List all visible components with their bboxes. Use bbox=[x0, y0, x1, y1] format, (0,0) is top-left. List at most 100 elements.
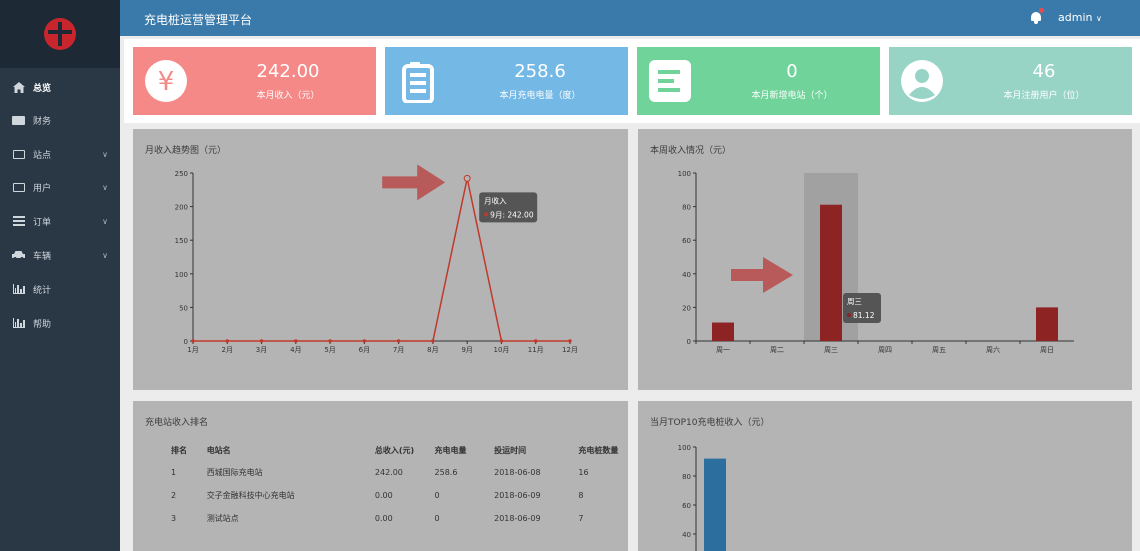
x-tick-label: 周三 bbox=[824, 346, 838, 354]
x-tick-label: 周五 bbox=[932, 346, 946, 354]
sidebar-item-label: 站点 bbox=[33, 150, 52, 161]
data-point bbox=[294, 339, 298, 343]
sidebar-item-statistics[interactable]: 统计 bbox=[0, 274, 120, 304]
monthly-revenue-panel: 月收入趋势图（元） 0 50 100 150 200 250 1月 2月 3月 4月 5月 6月 7月 8… bbox=[133, 129, 628, 390]
x-tick-label: 9月 bbox=[461, 346, 472, 354]
user-menu[interactable]: admin ∨ bbox=[1058, 11, 1102, 24]
yen-glyph: ¥ bbox=[158, 67, 175, 97]
sidebar-item-overview[interactable]: 总览 bbox=[0, 72, 120, 102]
chevron-down-icon: ∨ bbox=[102, 216, 108, 226]
annotation-arrow-icon bbox=[382, 164, 446, 201]
table-cell: 7 bbox=[578, 514, 584, 523]
chevron-down-icon: ∨ bbox=[1095, 14, 1102, 23]
x-tick-label: 周四 bbox=[878, 346, 892, 354]
x-tick-label: 4月 bbox=[290, 346, 301, 354]
y-tick-label: 40 bbox=[682, 271, 691, 279]
y-tick-label: 20 bbox=[682, 304, 691, 312]
x-tick-label: 10月 bbox=[493, 346, 509, 354]
table-cell: 西城国际充电站 bbox=[206, 468, 263, 477]
y-tick-label: 0 bbox=[687, 338, 691, 346]
y-tick-label: 50 bbox=[179, 304, 188, 312]
table-cell: 258.6 bbox=[434, 468, 458, 477]
tooltip-title: 周三 bbox=[847, 297, 862, 306]
stat-card-new-users[interactable]: 46 本月注册用户（位） bbox=[889, 47, 1132, 115]
bar-chart-icon bbox=[12, 318, 25, 328]
stat-card-revenue[interactable]: ¥ 242.00 本月收入（元） bbox=[133, 47, 376, 115]
document-icon bbox=[649, 60, 691, 102]
stat-card-new-stations[interactable]: 0 本月新增电站（个） bbox=[637, 47, 880, 115]
sidebar-item-vehicles[interactable]: 车辆 ∨ bbox=[0, 240, 120, 270]
tooltip-box bbox=[479, 192, 538, 223]
sidebar-item-stations[interactable]: 站点 ∨ bbox=[0, 139, 120, 169]
car-icon bbox=[12, 250, 25, 260]
yen-icon: ¥ bbox=[145, 60, 187, 102]
y-tick-label: 100 bbox=[175, 271, 188, 279]
tooltip-title: 月收入 bbox=[484, 195, 507, 205]
table-cell: 0.00 bbox=[374, 514, 393, 523]
table-cell: 16 bbox=[578, 468, 589, 477]
data-point bbox=[225, 339, 229, 343]
sidebar-item-label: 财务 bbox=[33, 116, 52, 127]
stat-cards: ¥ 242.00 本月收入（元） 258.6 本月充电电量（度） 0 本月新增电… bbox=[124, 39, 1140, 123]
chevron-down-icon: ∨ bbox=[102, 250, 108, 260]
y-tick-label: 200 bbox=[175, 204, 188, 212]
y-tick-label: 100 bbox=[678, 170, 691, 178]
sidebar-item-help[interactable]: 帮助 bbox=[0, 308, 120, 338]
sidebar-item-label: 统计 bbox=[33, 285, 52, 296]
tooltip-marker bbox=[847, 313, 851, 317]
id-card-icon bbox=[12, 182, 25, 192]
table-row: 3 测试站点 0.00 0 2018-06-09 7 bbox=[171, 507, 628, 530]
battery-icon bbox=[402, 62, 434, 103]
top10-charger-chart: 40 60 80 100 bbox=[678, 444, 726, 551]
data-point bbox=[191, 339, 195, 343]
stat-card-energy[interactable]: 258.6 本月充电电量（度） bbox=[385, 47, 628, 115]
table-cell: 1 bbox=[171, 468, 177, 477]
tooltip-box bbox=[843, 293, 881, 323]
table-cell: 交子金融科技中心充电站 bbox=[206, 491, 295, 500]
list-icon bbox=[12, 216, 25, 226]
sidebar-item-users[interactable]: 用户 ∨ bbox=[0, 172, 120, 202]
stat-value: 46 bbox=[1032, 61, 1056, 82]
tooltip-marker bbox=[484, 212, 489, 217]
sidebar-item-finance[interactable]: 财务 bbox=[0, 105, 120, 135]
bell-icon[interactable] bbox=[1030, 8, 1044, 24]
x-tick-label: 周二 bbox=[770, 346, 784, 354]
home-icon bbox=[12, 81, 25, 93]
bar-chart-icon bbox=[12, 284, 25, 294]
data-point bbox=[568, 339, 572, 343]
x-tick-label: 5月 bbox=[324, 346, 335, 354]
table-cell: 8 bbox=[578, 491, 584, 500]
table-cell: 测试站点 bbox=[206, 514, 239, 523]
column-header: 排名 bbox=[171, 445, 187, 455]
table-cell: 2018-06-08 bbox=[494, 468, 541, 477]
column-header: 电站名 bbox=[206, 445, 231, 455]
stat-label: 本月注册用户（位） bbox=[1003, 91, 1085, 101]
x-tick-label: 7月 bbox=[393, 346, 404, 354]
column-header: 充电桩数量 bbox=[578, 445, 619, 455]
table-cell: 0.00 bbox=[374, 491, 393, 500]
x-tick-label: 6月 bbox=[359, 346, 370, 354]
column-header: 投运时间 bbox=[494, 445, 527, 455]
chevron-down-icon: ∨ bbox=[102, 182, 108, 192]
data-point bbox=[328, 339, 332, 343]
visa-card-icon bbox=[12, 115, 25, 125]
x-tick-label: 11月 bbox=[528, 346, 544, 354]
y-tick-label: 80 bbox=[682, 473, 691, 481]
app-title: 充电桩运营管理平台 bbox=[144, 13, 253, 27]
tooltip-value: 81.12 bbox=[853, 311, 875, 320]
sidebar-item-orders[interactable]: 订单 ∨ bbox=[0, 206, 120, 236]
table-cell: 242.00 bbox=[374, 468, 403, 477]
top10-charger-panel: 当月TOP10充电桩收入（元） 40 60 80 100 bbox=[638, 401, 1132, 551]
data-point bbox=[499, 339, 504, 343]
username: admin bbox=[1058, 11, 1093, 24]
data-point bbox=[431, 339, 435, 343]
weekly-revenue-panel: 本周收入情况（元） 0 20 40 60 80 100 周一 周二 周三 周四 周五 周六 周日 周三 81… bbox=[638, 129, 1132, 390]
sidebar-item-label: 帮助 bbox=[33, 319, 52, 330]
stat-value: 258.6 bbox=[514, 61, 566, 82]
bar bbox=[820, 204, 842, 341]
table-row: 2 交子金融科技中心充电站 0.00 0 2018-06-09 8 bbox=[171, 484, 628, 507]
series-line bbox=[193, 178, 570, 342]
logo bbox=[44, 18, 76, 50]
x-tick-label: 8月 bbox=[427, 346, 438, 354]
station-ranking-panel: 充电站收入排名 排名 电站名 总收入(元) 充电电量 投运时间 充电桩数量 1 … bbox=[133, 401, 628, 551]
